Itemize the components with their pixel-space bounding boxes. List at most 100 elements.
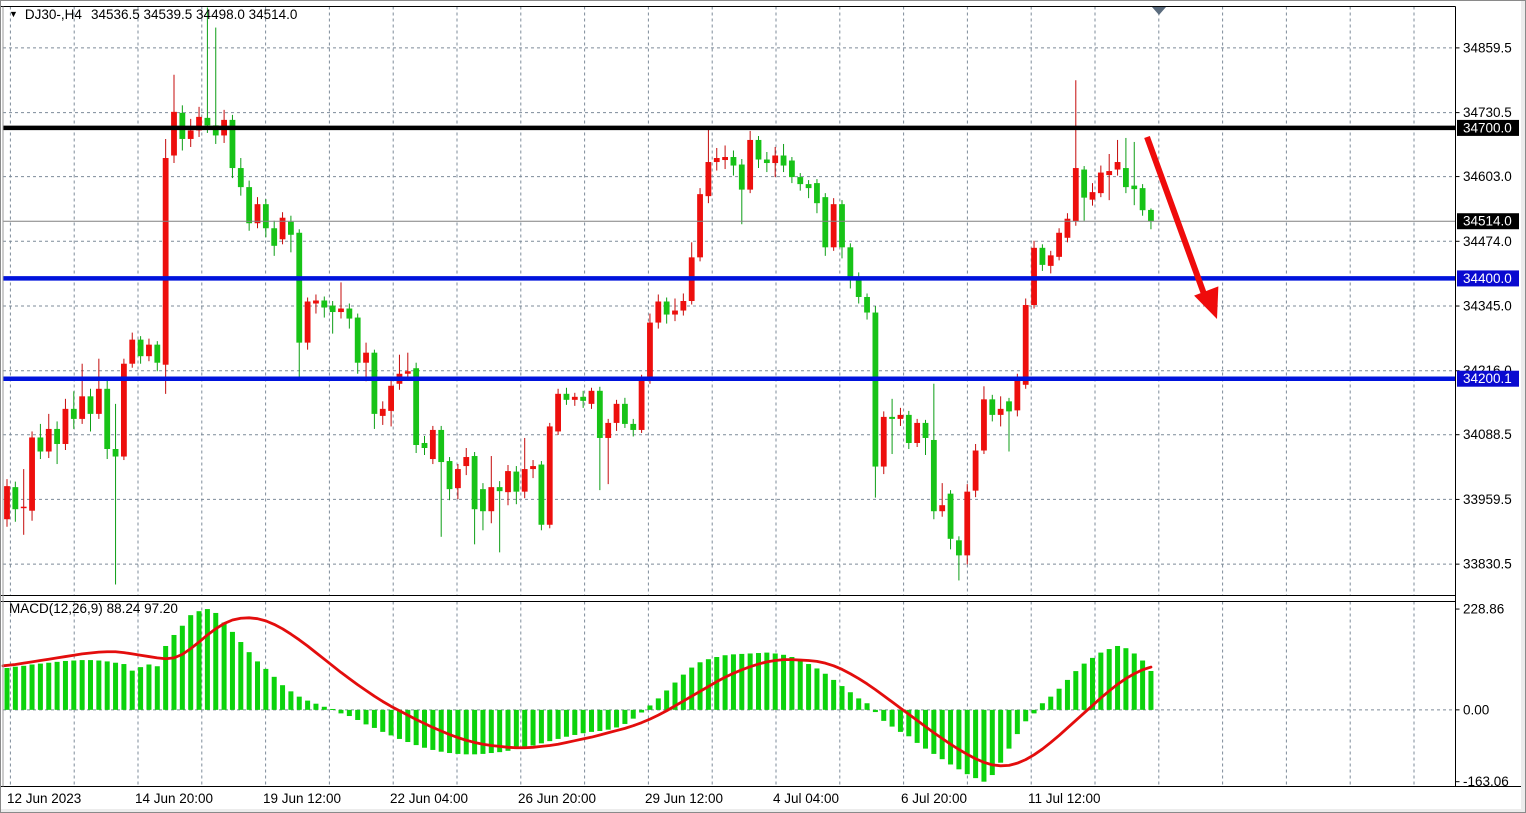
candle-bullish	[722, 157, 728, 161]
candle-bullish	[521, 469, 528, 492]
macd-bar	[597, 709, 603, 731]
candle-bullish	[972, 450, 979, 491]
candle-bearish	[246, 187, 253, 224]
macd-bar	[572, 709, 578, 735]
macd-bar	[580, 709, 586, 734]
macd-bar	[1006, 709, 1012, 749]
main-chart-area[interactable]	[3, 7, 1455, 787]
price-lines-layer	[3, 125, 1455, 381]
macd-bar	[1148, 670, 1154, 710]
macd-bar	[939, 709, 945, 760]
macd-bar	[864, 703, 870, 710]
candle-bullish	[772, 155, 779, 164]
macd-bar	[847, 692, 853, 710]
macd-bar	[689, 667, 695, 710]
svg-text:34200.1: 34200.1	[1463, 371, 1512, 386]
trend-arrow-annotation[interactable]	[1144, 135, 1219, 319]
candle-bearish	[956, 540, 962, 556]
macd-bar	[154, 666, 160, 710]
candle-bearish	[814, 183, 820, 204]
candle-bearish	[471, 456, 478, 510]
macd-bar	[1056, 688, 1062, 710]
macd-bar	[1064, 679, 1070, 710]
macd-bar	[822, 673, 828, 710]
candle-bearish	[212, 125, 219, 136]
candle-bullish	[488, 487, 495, 512]
macd-bar	[171, 634, 177, 710]
candle-bearish	[237, 168, 244, 188]
candle-bullish	[162, 158, 169, 365]
candle-bullish	[880, 416, 887, 467]
candle-bullish	[672, 310, 678, 315]
macd-bar	[806, 664, 812, 710]
svg-text:34400.0: 34400.0	[1463, 271, 1512, 286]
candle-bearish	[630, 423, 637, 430]
candle-bullish	[897, 414, 904, 419]
candle-bearish	[930, 439, 937, 512]
candle-bullish	[1064, 218, 1071, 238]
macd-bar	[1081, 663, 1087, 710]
time-axis[interactable]	[1, 787, 1455, 811]
symbol-dropdown-icon[interactable]: ▼	[9, 9, 18, 19]
chart-shift-marker-icon[interactable]	[1152, 7, 1166, 15]
candle-bullish	[79, 396, 86, 419]
candle-bearish	[446, 461, 453, 490]
macd-bar	[138, 667, 144, 710]
macd-bar	[480, 709, 486, 754]
macd-bar	[814, 668, 820, 710]
candle-bearish	[580, 396, 587, 401]
candle-bullish	[647, 322, 653, 381]
macd-bar	[914, 709, 920, 743]
macd-bar	[104, 661, 110, 710]
date-label: 12 Jun 2023	[7, 791, 81, 806]
candle-bearish	[204, 117, 211, 126]
macd-bar	[680, 674, 686, 710]
indicator-label: MACD(12,26,9) 88.24 97.20	[9, 601, 178, 616]
macd-bar	[29, 664, 35, 710]
candle-bullish	[4, 486, 10, 520]
candle-bullish	[313, 300, 319, 304]
price-axis[interactable]	[1456, 1, 1521, 787]
macd-bar	[229, 631, 235, 710]
macd-bar	[271, 676, 277, 710]
macd-bar	[1131, 653, 1137, 710]
candle-bullish	[1072, 168, 1079, 222]
candle-bearish	[271, 228, 278, 246]
candle-bullish	[45, 428, 52, 452]
macd-bar	[948, 709, 954, 765]
candle-bearish	[780, 155, 787, 166]
date-label: 6 Jul 20:00	[901, 791, 967, 806]
macd-bar	[330, 708, 336, 710]
macd-bar	[1090, 657, 1095, 710]
macd-bar	[664, 690, 670, 710]
candle-bullish	[129, 339, 136, 364]
candle-bearish	[822, 197, 829, 248]
candle-bearish	[70, 408, 77, 419]
candle-bullish	[981, 399, 987, 451]
candle-bullish	[1106, 171, 1113, 176]
macd-bar	[1115, 645, 1121, 710]
candle-bullish	[455, 469, 461, 489]
macd-bar	[697, 662, 703, 710]
macd-bar	[363, 709, 369, 725]
candle-bearish	[1131, 185, 1138, 190]
candle-bearish	[480, 489, 486, 512]
macd-bar	[288, 691, 294, 710]
candle-bullish	[379, 408, 386, 416]
frame-layer	[1, 6, 1521, 787]
candle-bearish	[371, 352, 378, 414]
macd-bar	[313, 703, 319, 710]
candle-bullish	[196, 116, 202, 131]
candle-bullish	[304, 301, 311, 343]
price-badge-34700.0: 34700.0	[1457, 119, 1519, 136]
macd-bar	[346, 709, 352, 717]
macd-bar	[413, 709, 419, 746]
candle-bearish	[262, 204, 269, 229]
candle-bearish	[663, 301, 670, 315]
candle-bearish	[329, 305, 336, 313]
macd-bar	[472, 709, 478, 755]
macd-bar	[622, 709, 628, 724]
macd-bar	[4, 668, 10, 710]
candle-bearish	[346, 308, 353, 319]
